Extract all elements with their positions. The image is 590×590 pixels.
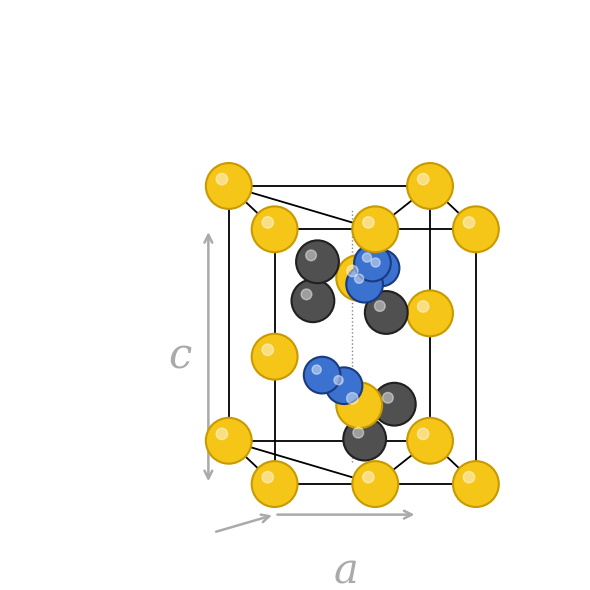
Circle shape [252,206,297,252]
Circle shape [407,418,453,464]
Circle shape [296,240,339,283]
Circle shape [262,344,274,356]
Circle shape [306,250,316,261]
Circle shape [362,253,372,262]
Circle shape [373,383,416,425]
Circle shape [353,427,363,438]
Circle shape [365,291,408,334]
Circle shape [375,301,385,312]
Circle shape [343,418,386,461]
Circle shape [363,250,399,286]
Circle shape [346,392,358,404]
Circle shape [363,217,374,228]
Circle shape [417,301,429,312]
Circle shape [216,428,228,440]
Circle shape [301,289,312,300]
Circle shape [206,418,252,464]
Circle shape [346,266,358,277]
Circle shape [407,163,453,209]
Circle shape [363,471,374,483]
Circle shape [463,471,475,483]
Circle shape [417,428,429,440]
Circle shape [326,368,362,404]
Circle shape [352,461,398,507]
Circle shape [206,163,252,209]
Circle shape [346,266,383,303]
Circle shape [262,471,274,483]
Circle shape [216,173,228,185]
Circle shape [382,392,394,403]
Circle shape [252,461,297,507]
Circle shape [355,274,363,283]
Circle shape [417,173,429,185]
Circle shape [336,255,382,301]
Circle shape [407,290,453,336]
Circle shape [291,279,335,322]
Text: a: a [333,550,358,590]
Circle shape [453,461,499,507]
Circle shape [352,206,398,252]
Circle shape [334,376,343,385]
Circle shape [371,258,380,267]
Circle shape [304,357,340,394]
Circle shape [354,245,391,281]
Text: c: c [169,336,192,378]
Circle shape [262,217,274,228]
Circle shape [453,206,499,252]
Circle shape [312,365,321,374]
Circle shape [252,334,297,379]
Circle shape [463,217,475,228]
Circle shape [336,382,382,428]
